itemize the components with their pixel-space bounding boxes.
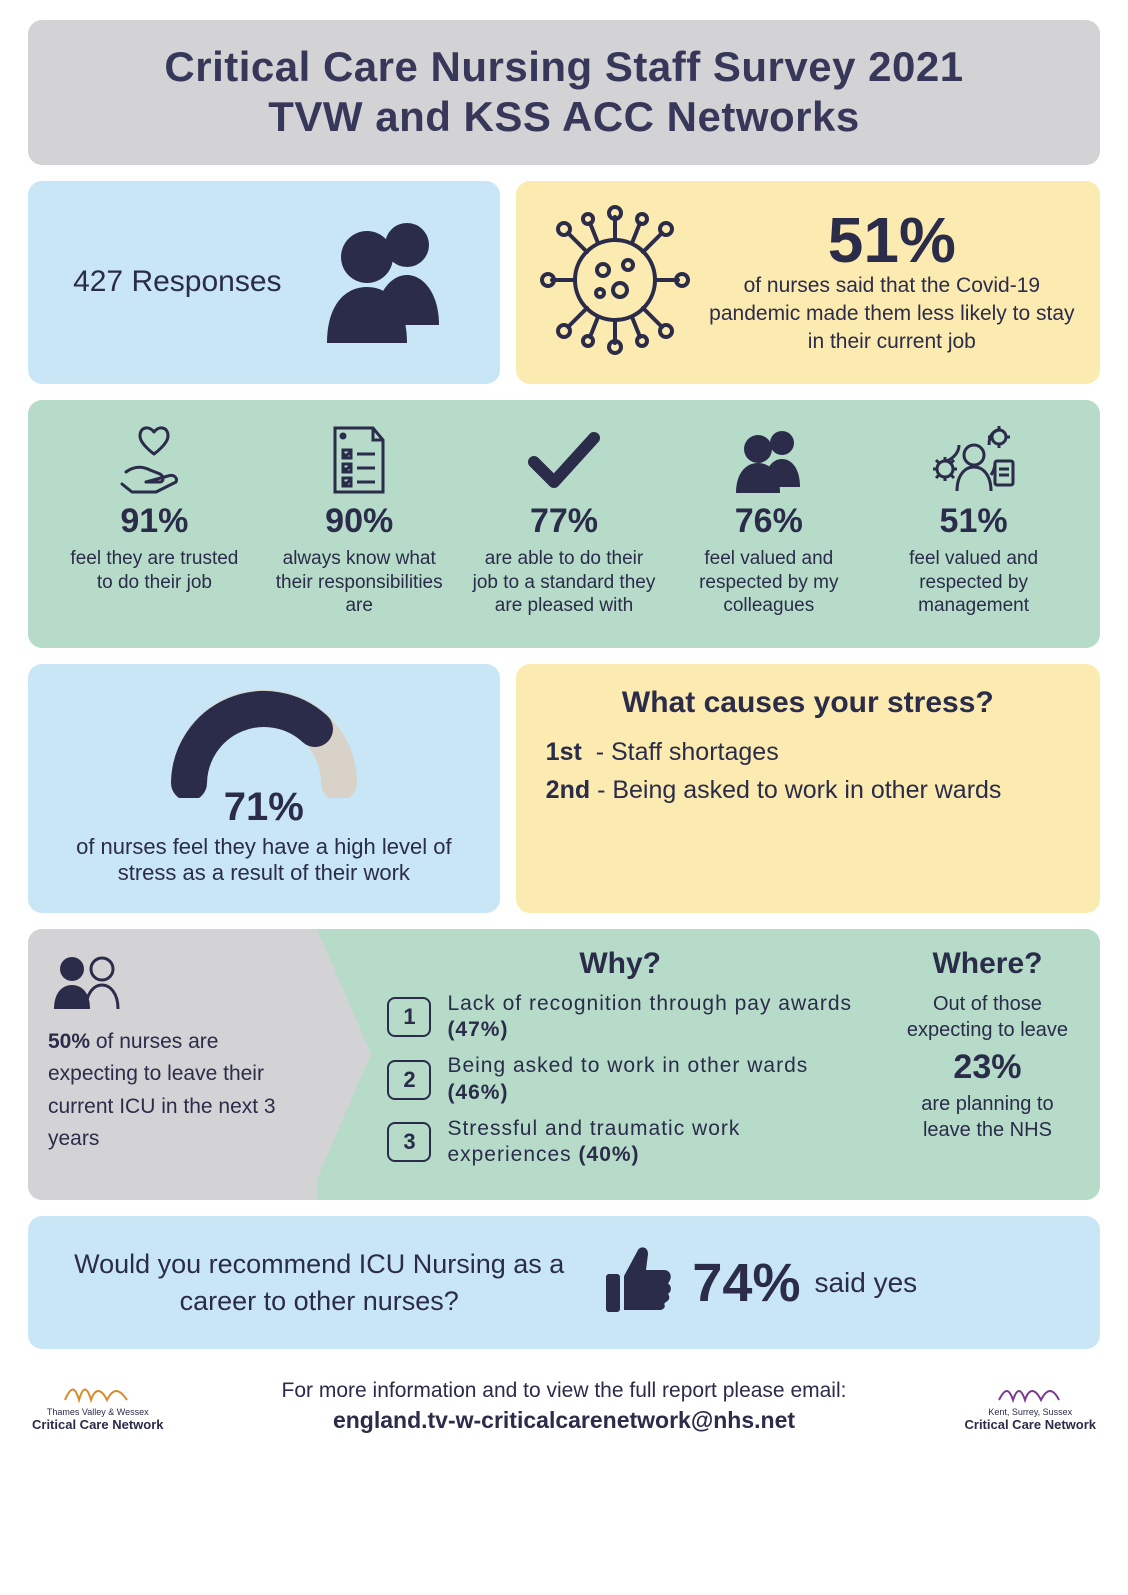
where-pct: 23%: [897, 1045, 1078, 1089]
cause-item: 1st - Staff shortages: [546, 734, 1070, 772]
reason-row: 2 Being asked to work in other wards (46…: [387, 1053, 852, 1106]
leave-section: 50% of nurses are expecting to leave the…: [28, 929, 1100, 1201]
stat-colleagues: 76% feel valued and respected by my coll…: [666, 424, 871, 618]
leave-where: Where? Out of those expecting to leave 2…: [875, 929, 1100, 1201]
stat-percent: 76%: [735, 502, 803, 541]
cause-rank: 2nd: [546, 776, 590, 804]
stat-label: feel valued and respected by my colleagu…: [674, 547, 863, 618]
stress-percent: 71%: [52, 785, 476, 830]
check-icon: [524, 424, 604, 496]
stress-card: 71% of nurses feel they have a high leve…: [28, 664, 500, 913]
logo-right: Kent, Surrey, Sussex Critical Care Netwo…: [965, 1382, 1097, 1432]
reason-row: 3 Stressful and traumatic work experienc…: [387, 1116, 852, 1169]
title-card: Critical Care Nursing Staff Survey 2021 …: [28, 20, 1100, 165]
logo-left: Thames Valley & Wessex Critical Care Net…: [32, 1382, 164, 1432]
reason-row: 1 Lack of recognition through pay awards…: [387, 991, 852, 1044]
checklist-icon: [329, 424, 389, 496]
people-icon: [315, 215, 455, 350]
stat-management: 51% feel valued and respected by managem…: [871, 424, 1076, 618]
stat-percent: 51%: [940, 502, 1008, 541]
cause-rank: 1st: [546, 738, 582, 766]
cause-text: - Being asked to work in other wards: [597, 776, 1001, 804]
stat-label: feel valued and respected by management: [879, 547, 1068, 618]
recommend-card: Would you recommend ICU Nursing as a car…: [28, 1216, 1100, 1349]
footer: Thames Valley & Wessex Critical Care Net…: [28, 1365, 1100, 1434]
responses-count: 427 Responses: [73, 265, 281, 299]
stat-label: feel they are trusted to do their job: [60, 547, 249, 595]
virus-icon: [540, 205, 690, 360]
leave-left-card: 50% of nurses are expecting to leave the…: [28, 929, 317, 1201]
reason-number: 2: [387, 1060, 431, 1100]
thumbs-up-icon: [598, 1240, 678, 1325]
recommend-percent: 74%: [692, 1252, 800, 1314]
covid-percent: 51%: [828, 208, 956, 272]
reason-number: 3: [387, 1122, 431, 1162]
where-heading: Where?: [897, 947, 1078, 981]
recommend-said: said yes: [814, 1267, 917, 1299]
cause-item: 2nd - Being asked to work in other wards: [546, 772, 1070, 810]
reason-text: Lack of recognition through pay awards (…: [447, 991, 852, 1044]
stat-responsibilities: 90% always know what their responsibilit…: [257, 424, 462, 618]
leave-why: Why? 1 Lack of recognition through pay a…: [317, 929, 874, 1201]
footer-line-1: For more information and to view the ful…: [184, 1379, 945, 1403]
stat-percent: 90%: [325, 502, 393, 541]
stat-label: are able to do their job to a standard t…: [470, 547, 659, 618]
causes-card: What causes your stress? 1st - Staff sho…: [516, 664, 1100, 913]
stat-standard: 77% are able to do their job to a standa…: [462, 424, 667, 618]
why-heading: Why?: [387, 947, 852, 981]
stat-trusted: 91% feel they are trusted to do their jo…: [52, 424, 257, 618]
leave-left-pct: 50%: [48, 1030, 90, 1053]
stats-strip: 91% feel they are trusted to do their jo…: [28, 400, 1100, 648]
reason-number: 1: [387, 997, 431, 1037]
cause-text: - Staff shortages: [596, 738, 779, 766]
stat-percent: 91%: [120, 502, 188, 541]
reason-text: Stressful and traumatic work experiences…: [447, 1116, 852, 1169]
title-line-1: Critical Care Nursing Staff Survey 2021: [164, 43, 963, 90]
stat-percent: 77%: [530, 502, 598, 541]
stat-label: always know what their responsibilities …: [265, 547, 454, 618]
covid-text: of nurses said that the Covid-19 pandemi…: [708, 272, 1076, 357]
footer-email: england.tv-w-criticalcarenetwork@nhs.net: [184, 1407, 945, 1434]
where-pre: Out of those expecting to leave: [907, 993, 1068, 1041]
page-title: Critical Care Nursing Staff Survey 2021 …: [58, 42, 1070, 143]
responses-card: 427 Responses: [28, 181, 500, 384]
two-people-icon: [48, 955, 297, 1016]
reason-text: Being asked to work in other wards (46%): [447, 1053, 852, 1106]
causes-heading: What causes your stress?: [546, 686, 1070, 720]
where-body: Out of those expecting to leave 23% are …: [897, 991, 1078, 1143]
heart-hand-icon: [116, 424, 192, 496]
covid-card: 51% of nurses said that the Covid-19 pan…: [516, 181, 1100, 384]
stress-text: of nurses feel they have a high level of…: [52, 834, 476, 887]
person-gears-icon: [929, 424, 1019, 496]
where-post: are planning to leave the NHS: [921, 1093, 1053, 1141]
recommend-question: Would you recommend ICU Nursing as a car…: [62, 1246, 576, 1319]
people-solid-icon: [730, 424, 808, 496]
title-line-2: TVW and KSS ACC Networks: [268, 93, 860, 140]
leave-left-text: 50% of nurses are expecting to leave the…: [48, 1026, 297, 1156]
